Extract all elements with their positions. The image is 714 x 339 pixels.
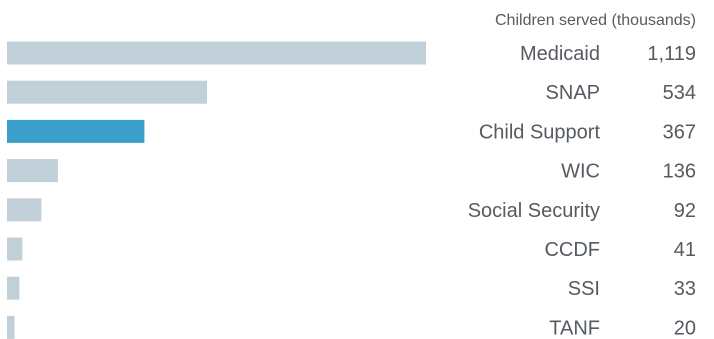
category-label-social-security: Social Security (468, 200, 600, 222)
value-label-social-security: 92 (674, 200, 696, 222)
category-label-medicaid: Medicaid (520, 43, 600, 65)
bars-group (7, 41, 426, 339)
value-label-wic: 136 (663, 161, 696, 183)
category-label-ssi: SSI (568, 278, 600, 300)
category-label-snap: SNAP (546, 82, 600, 104)
labels-group: Medicaid 1,119 SNAP 534 Child Support 367 WIC 1… (468, 43, 696, 339)
bar-wic (7, 159, 58, 183)
category-label-tanf: TANF (549, 317, 600, 339)
category-label-child-support: Child Support (479, 121, 601, 143)
bar-snap (7, 80, 207, 104)
value-label-child-support: 367 (663, 121, 696, 143)
value-label-snap: 534 (663, 82, 696, 104)
value-label-medicaid: 1,119 (647, 43, 696, 65)
bar-ssi (7, 276, 20, 300)
bar-tanf (7, 315, 15, 339)
value-label-tanf: 20 (674, 317, 696, 339)
value-header: Children served (thousands) (495, 12, 696, 29)
category-label-wic: WIC (561, 161, 600, 183)
category-label-ccdf: CCDF (544, 239, 600, 261)
bar-child-support (7, 119, 145, 143)
bar-medicaid (7, 41, 426, 65)
value-label-ccdf: 41 (674, 239, 696, 261)
value-label-ssi: 33 (674, 278, 696, 300)
bar-social-security (7, 198, 42, 222)
bar-ccdf (7, 237, 23, 261)
